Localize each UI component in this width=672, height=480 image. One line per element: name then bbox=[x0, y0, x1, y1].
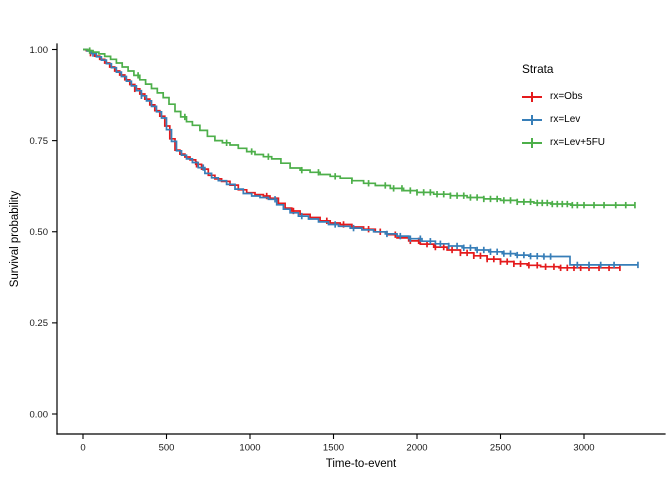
km-curve-lev5fu bbox=[83, 48, 635, 206]
x-tick-label: 2500 bbox=[490, 443, 511, 454]
x-tick-label: 1000 bbox=[239, 443, 260, 454]
censor-plus-icon bbox=[522, 137, 542, 149]
x-tick-label: 2000 bbox=[406, 443, 427, 454]
y-tick-label: 0.50 bbox=[30, 227, 49, 238]
x-axis-title: Time-to-event bbox=[325, 458, 397, 470]
x-tick-label: 500 bbox=[159, 443, 175, 454]
legend-title: Strata bbox=[522, 62, 554, 76]
y-tick-label: 0.25 bbox=[30, 318, 49, 329]
legend: Strata rx=Obs rx=Lev rx=Lev+5FU bbox=[522, 62, 605, 154]
censor-plus-icon bbox=[522, 114, 542, 126]
censor-marks-lev bbox=[92, 50, 639, 269]
censor-marks-lev5fu bbox=[88, 47, 636, 209]
y-axis-title: Survival probability bbox=[9, 190, 21, 288]
legend-label-obs: rx=Obs bbox=[550, 91, 583, 102]
y-tick-label: 0.75 bbox=[30, 136, 49, 147]
legend-label-lev5fu: rx=Lev+5FU bbox=[550, 137, 606, 148]
legend-item-lev: rx=Lev bbox=[522, 108, 605, 131]
x-tick-label: 3000 bbox=[573, 443, 594, 454]
axes bbox=[56, 43, 666, 435]
x-tick-label: 1500 bbox=[323, 443, 344, 454]
km-curve-lev bbox=[83, 48, 638, 266]
legend-label-lev: rx=Lev bbox=[550, 114, 581, 125]
censor-plus-icon bbox=[522, 91, 542, 103]
legend-item-obs: rx=Obs bbox=[522, 85, 605, 108]
x-tick-label: 0 bbox=[80, 443, 85, 454]
y-tick-label: 1.00 bbox=[30, 45, 49, 56]
legend-item-lev5fu: rx=Lev+5FU bbox=[522, 131, 605, 154]
y-tick-label: 0.00 bbox=[30, 409, 49, 420]
